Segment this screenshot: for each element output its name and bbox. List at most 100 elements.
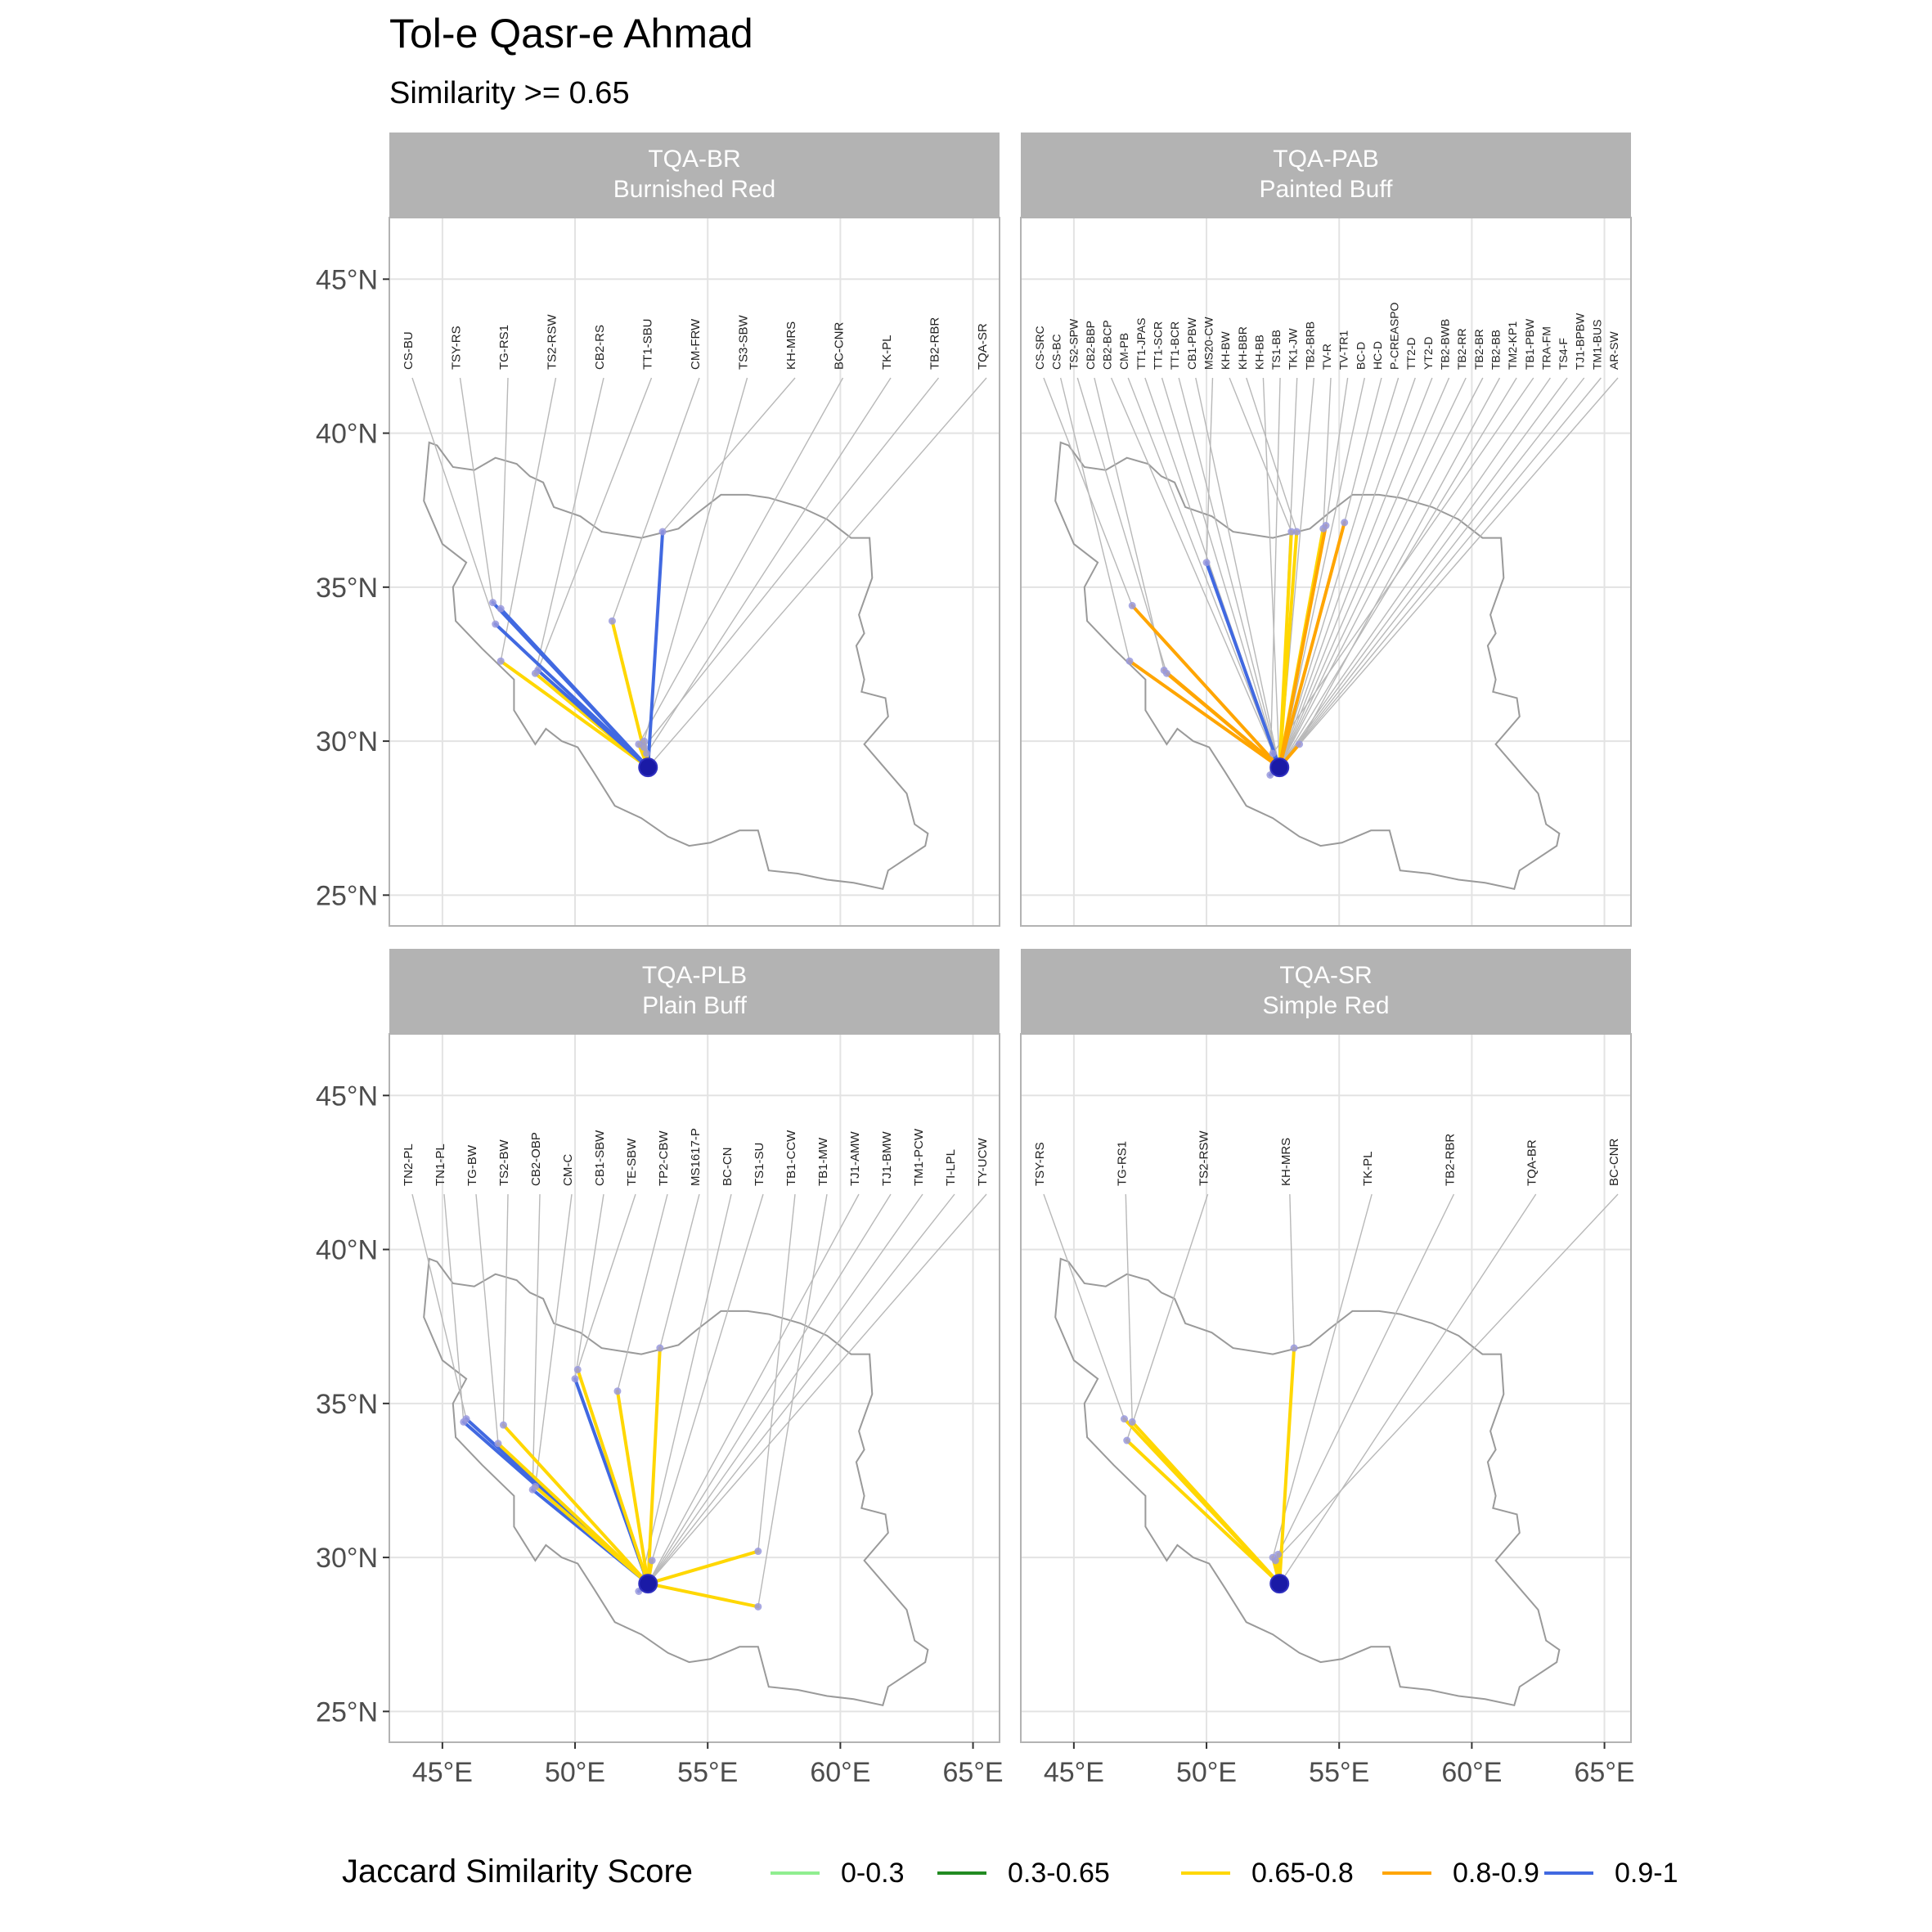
leader-line <box>1043 1193 1126 1419</box>
leader-line <box>577 1193 636 1370</box>
site-label: TS2-RSW <box>546 314 559 370</box>
x-tick-label: 45°E <box>412 1757 473 1788</box>
origin-point <box>638 757 658 778</box>
country-border <box>1054 1257 1561 1706</box>
site-point <box>499 1421 507 1429</box>
y-tick-label: 40°N <box>316 1235 378 1266</box>
site-point <box>488 599 496 607</box>
site-point <box>1292 528 1301 536</box>
leader-line <box>1125 1193 1133 1422</box>
leader-line <box>475 1193 499 1444</box>
site-label: CS-BU <box>402 331 416 370</box>
x-tick-label: 45°E <box>1044 1757 1104 1788</box>
leader-line <box>1110 377 1280 768</box>
y-tick-label: 30°N <box>316 1543 378 1574</box>
legend-label: 0.3-0.65 <box>1008 1858 1110 1889</box>
site-label: KH-BW <box>1219 331 1232 370</box>
site-label: TN2-PL <box>402 1143 416 1186</box>
facet-panel-tqa-pab: TQA-PAB Painted Buff CS-SRC CS-BC TS2-SPW CB2… <box>1020 133 1632 927</box>
axes: 25°N 30°N 35°N 40°N 45°N 25°N 30°N 35°N 40°N 45°N… <box>316 264 1635 1788</box>
connection-line <box>1205 560 1282 770</box>
leader-line <box>617 1193 668 1391</box>
leader-line <box>1280 1193 1537 1583</box>
leader-line <box>1126 1193 1209 1441</box>
leader-line <box>1274 1193 1619 1561</box>
leader-line <box>1278 377 1433 768</box>
leader-line <box>638 377 844 745</box>
origin-point <box>638 1574 658 1594</box>
leader-line <box>643 377 940 748</box>
leader-line <box>1278 377 1484 768</box>
legend: Jaccard Similarity Score 0-0.3 0.3-0.65 0.… <box>342 1853 1678 1889</box>
site-label: CB2-RS <box>593 325 607 370</box>
site-label: TB2-BWB <box>1439 319 1452 370</box>
site-label: TS1-BB <box>1269 330 1283 370</box>
y-tick-label: 45°N <box>316 1081 378 1112</box>
site-label: TV-TR1 <box>1337 330 1350 370</box>
connection-line <box>576 1368 650 1586</box>
site-point <box>1128 1418 1136 1426</box>
country-border <box>423 1257 929 1706</box>
facet-panels: TQA-BR Burnished Red CS-BU TSY-RS TG-RS1 TS2-… <box>389 133 1632 1743</box>
leader-line <box>647 1193 955 1584</box>
facet-strip <box>1021 133 1631 218</box>
site-label: TS4-F <box>1557 338 1570 370</box>
leader-line <box>1278 377 1400 768</box>
site-label: CM-PB <box>1117 333 1130 370</box>
panel-border <box>389 1033 1000 1743</box>
leader-line <box>1206 377 1214 563</box>
y-tick-label: 35°N <box>316 1389 378 1420</box>
site-label: CB2-BBP <box>1084 321 1097 370</box>
panel-border <box>1020 1033 1632 1743</box>
site-label: KH-BBR <box>1236 326 1249 370</box>
site-label: TK-PL <box>1361 1151 1375 1186</box>
site-label: TG-RS1 <box>1115 1141 1129 1186</box>
site-point <box>658 528 667 536</box>
leader-line <box>659 1193 700 1349</box>
connection-line <box>499 607 650 770</box>
site-label: TS2-RSW <box>1197 1130 1211 1186</box>
site-label: TM1-PCW <box>912 1128 926 1186</box>
site-point <box>531 1482 539 1490</box>
y-tick-label: 35°N <box>316 573 378 604</box>
panel-border <box>1020 217 1632 927</box>
site-label: TB1-MW <box>816 1137 830 1186</box>
connection-line <box>646 1549 760 1586</box>
x-tick-label: 65°E <box>1575 1757 1635 1788</box>
site-point <box>640 744 648 752</box>
country-border <box>423 441 929 890</box>
site-point <box>496 604 505 613</box>
site-label: KH-MRS <box>1279 1138 1293 1186</box>
site-label: TP2-CBW <box>657 1130 671 1186</box>
site-label: TB2-BRB <box>1303 321 1316 370</box>
legend-label: 0-0.3 <box>841 1858 905 1889</box>
connection-line <box>1278 1346 1296 1586</box>
site-point <box>1287 528 1296 536</box>
leader-line <box>1298 377 1501 745</box>
leader-line <box>500 377 557 662</box>
leader-line <box>1278 377 1602 768</box>
facet-subtitle: Painted Buff <box>1260 176 1394 203</box>
site-label: CB1-SBW <box>593 1130 607 1186</box>
origin-point <box>1269 757 1290 778</box>
site-label: CS-SRC <box>1033 326 1046 370</box>
leader-line <box>532 1193 541 1490</box>
connection-line <box>1162 668 1282 770</box>
legend-label: 0.8-0.9 <box>1453 1858 1539 1889</box>
leader-line <box>1272 377 1534 754</box>
leader-line <box>643 377 748 742</box>
connection-line <box>1130 1420 1282 1586</box>
leader-line <box>1059 377 1130 662</box>
connection-line <box>1127 659 1282 770</box>
facet-panel-tqa-plb: TQA-PLB Plain Buff TN2-PL TN1-PL TG-BW TS2-BW… <box>389 949 1000 1743</box>
site-point <box>613 1387 622 1395</box>
leader-line <box>1278 377 1585 768</box>
site-label: TS1-SU <box>753 1143 766 1186</box>
x-tick-label: 60°E <box>1441 1757 1502 1788</box>
connection-line <box>1278 523 1328 770</box>
connection-line <box>499 659 650 770</box>
leader-line <box>1278 377 1551 768</box>
site-label: TT1-BCR <box>1168 321 1181 370</box>
leader-line <box>1323 377 1332 529</box>
site-label: TG-RS1 <box>497 325 511 370</box>
